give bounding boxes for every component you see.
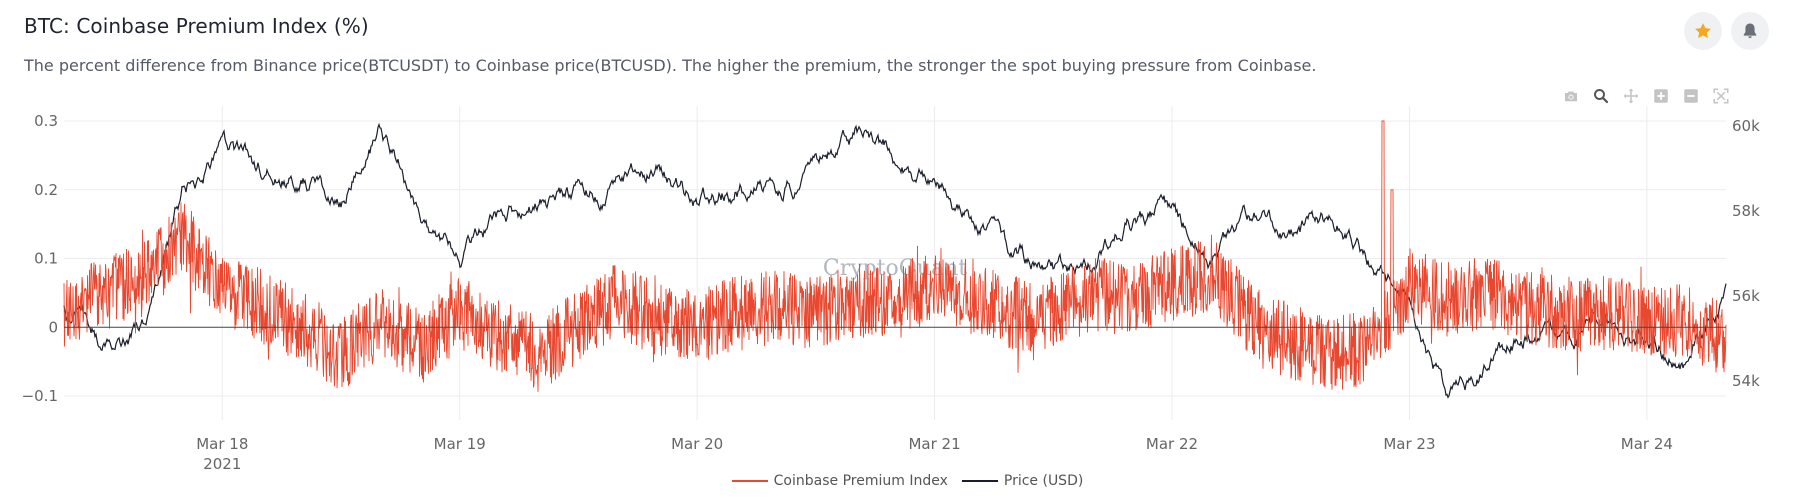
legend-item-price[interactable]: Price (USD) [961, 473, 1084, 489]
bell-icon [1743, 23, 1757, 39]
y-right-tick-label: 56k [1732, 287, 1760, 305]
y-left-tick-label: 0.2 [34, 181, 58, 199]
autoscale-icon [1713, 88, 1729, 104]
alert-button[interactable] [1731, 12, 1769, 50]
zoom-out-icon [1684, 89, 1698, 103]
x-tick-label: Mar 21 [908, 435, 960, 453]
grid [64, 106, 1726, 420]
y-axis-right: 60k 58k 56k 54k [1732, 117, 1760, 390]
y-left-tick-label: 0.3 [34, 112, 58, 130]
x-tick-label: Mar 19 [434, 435, 486, 453]
zoom-out-button[interactable] [1676, 84, 1706, 108]
y-axis-left: 0.3 0.2 0.1 0 −0.1 [22, 112, 58, 405]
legend-item-premium[interactable]: Coinbase Premium Index [731, 473, 948, 489]
zoom-in-icon [1654, 89, 1668, 103]
x-tick-label: Mar 20 [671, 435, 723, 453]
legend-swatch-premium [731, 480, 768, 482]
y-left-tick-label: 0.1 [34, 250, 58, 268]
price-series [63, 122, 1727, 399]
page-title: BTC: Coinbase Premium Index (%) [24, 14, 369, 38]
y-right-tick-label: 60k [1732, 117, 1760, 135]
zoom-icon [1594, 89, 1609, 104]
x-tick-sublabel: 2021 [203, 455, 241, 473]
chart-modebar [1556, 84, 1736, 108]
zoom-in-button[interactable] [1646, 84, 1676, 108]
zoom-button[interactable] [1586, 84, 1616, 108]
chart-description: The percent difference from Binance pric… [24, 56, 1317, 75]
x-tick-label: Mar 24 [1621, 435, 1673, 453]
series-line-price [63, 122, 1727, 399]
legend-swatch-price [961, 480, 998, 482]
camera-icon [1565, 91, 1577, 102]
y-left-tick-label: 0 [48, 318, 58, 336]
x-tick-label: Mar 18 [196, 435, 248, 453]
legend-label-price: Price (USD) [1003, 473, 1084, 489]
legend: Coinbase Premium Index Price (USD) [0, 473, 1815, 489]
x-tick-label: Mar 23 [1383, 435, 1435, 453]
y-right-tick-label: 54k [1732, 372, 1760, 390]
autoscale-button[interactable] [1706, 84, 1736, 108]
star-icon [1695, 23, 1711, 39]
pan-button[interactable] [1616, 84, 1646, 108]
y-right-tick-label: 58k [1732, 202, 1760, 220]
y-left-tick-label: −0.1 [22, 387, 58, 405]
x-tick-label: Mar 22 [1146, 435, 1198, 453]
favorite-button[interactable] [1684, 12, 1722, 50]
pan-icon [1623, 88, 1639, 104]
x-axis: Mar 18 2021 Mar 19 Mar 20 Mar 21 Mar 22 Mar 23… [196, 435, 1673, 473]
legend-label-premium: Coinbase Premium Index [773, 473, 948, 489]
download-png-button[interactable] [1556, 84, 1586, 108]
